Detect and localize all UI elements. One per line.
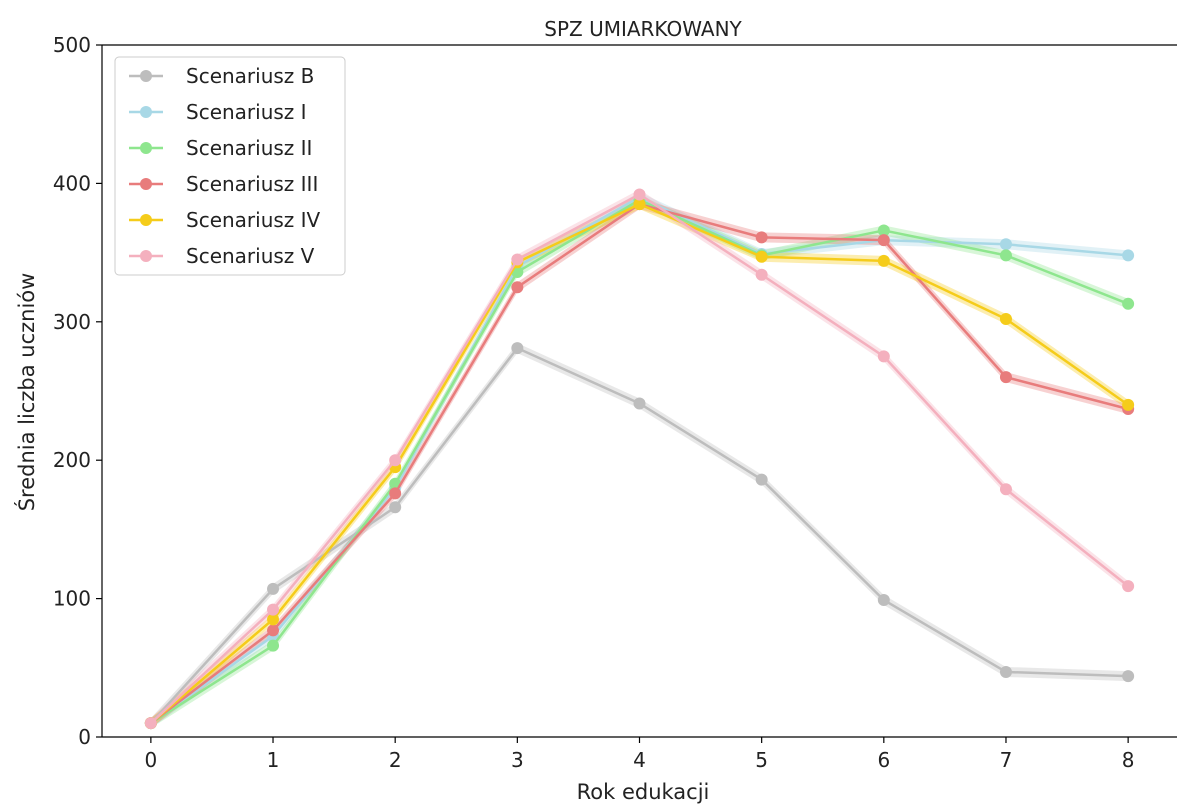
series-group	[144, 342, 1135, 730]
data-point	[1122, 249, 1135, 262]
data-point	[755, 473, 768, 486]
data-point	[877, 234, 890, 247]
data-point	[877, 350, 890, 363]
legend-item: Scenariusz I	[129, 100, 307, 124]
legend-marker	[140, 70, 152, 82]
data-point	[1122, 297, 1135, 310]
data-point	[1122, 398, 1135, 411]
legend-label: Scenariusz II	[186, 136, 312, 160]
x-tick-label: 1	[267, 748, 280, 772]
legend-marker	[140, 214, 152, 226]
legend-item: Scenariusz IV	[129, 208, 321, 232]
legend-item: Scenariusz V	[129, 244, 315, 268]
data-point	[999, 665, 1012, 678]
x-tick-label: 8	[1122, 748, 1135, 772]
data-point	[877, 224, 890, 237]
data-point	[877, 593, 890, 606]
data-point	[999, 313, 1012, 326]
x-tick-label: 4	[633, 748, 646, 772]
y-tick-label: 500	[53, 33, 91, 57]
data-point	[1122, 580, 1135, 593]
legend-label: Scenariusz IV	[186, 208, 321, 232]
data-point	[877, 254, 890, 267]
legend-label: Scenariusz I	[186, 100, 307, 124]
x-tick-label: 0	[144, 748, 157, 772]
data-point	[755, 268, 768, 281]
y-tick-label: 100	[53, 587, 91, 611]
data-point	[633, 397, 646, 410]
data-point	[511, 342, 524, 355]
legend-marker	[140, 250, 152, 262]
data-point	[999, 483, 1012, 496]
data-point	[755, 250, 768, 263]
data-point	[755, 231, 768, 244]
data-point	[999, 371, 1012, 384]
legend: Scenariusz B Scenariusz I Scenariusz II Sce…	[114, 56, 346, 276]
data-point	[267, 613, 280, 626]
data-point	[389, 501, 402, 514]
chart-title: SPZ UMIARKOWANY	[544, 17, 742, 41]
data-point	[267, 624, 280, 637]
y-axis-title: Średnia liczba uczniów	[14, 273, 39, 512]
y-tick-label: 200	[53, 448, 91, 472]
data-point	[389, 454, 402, 467]
x-tick-label: 6	[877, 748, 890, 772]
legend-label: Scenariusz III	[186, 172, 318, 196]
legend-marker	[140, 178, 152, 190]
y-tick-label: 300	[53, 310, 91, 334]
legend-marker	[140, 142, 152, 154]
series-group	[144, 198, 1135, 730]
legend-marker	[140, 106, 152, 118]
data-point	[267, 603, 280, 616]
data-point	[999, 238, 1012, 251]
data-point	[267, 639, 280, 652]
x-tick-label: 2	[389, 748, 402, 772]
data-point	[144, 717, 157, 730]
legend-label: Scenariusz V	[186, 244, 315, 268]
legend-item: Scenariusz II	[129, 136, 312, 160]
x-tick-label: 3	[511, 748, 524, 772]
y-tick-label: 0	[78, 725, 91, 749]
legend-box	[114, 56, 346, 276]
data-point	[511, 253, 524, 266]
data-point	[511, 281, 524, 294]
y-tick-label: 400	[53, 171, 91, 195]
legend-item: Scenariusz III	[129, 172, 318, 196]
data-point	[999, 249, 1012, 262]
legend-label: Scenariusz B	[186, 64, 314, 88]
series-group	[144, 188, 1135, 730]
legend-item: Scenariusz B	[129, 64, 314, 88]
data-point	[389, 487, 402, 500]
x-tick-label: 7	[1000, 748, 1013, 772]
data-point	[267, 582, 280, 595]
data-point	[633, 188, 646, 201]
x-axis-title: Rok edukacji	[577, 780, 710, 804]
data-point	[1122, 670, 1135, 683]
ticks: 0 1 2 3 4 5 6 7 8 0 100 200 300 400 500	[53, 33, 1135, 772]
x-tick-label: 5	[755, 748, 768, 772]
series-band	[150, 343, 1129, 729]
data-point	[633, 198, 646, 211]
series-lines	[144, 188, 1135, 730]
